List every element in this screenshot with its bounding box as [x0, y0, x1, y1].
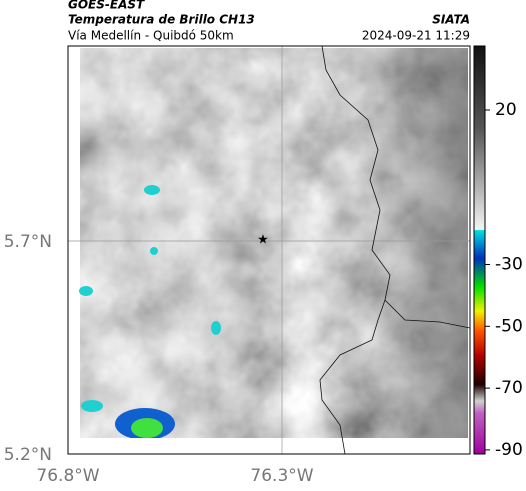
- colorbar: 20 -30 -50 -70 -90: [473, 45, 523, 460]
- image-mask: [80, 438, 468, 454]
- colorbar-gradient: [473, 45, 486, 455]
- cold-cloud: [79, 286, 93, 296]
- cold-cloud: [81, 400, 103, 412]
- map: ★ 5.7°N 5.2°N 76.8°W 76.3°W: [4, 45, 471, 486]
- subtitle: Temperatura de Brillo CH13: [68, 13, 255, 27]
- cold-cloud: [144, 185, 160, 195]
- datetime: 2024-09-21 11:29: [362, 29, 470, 43]
- colorbar-label: -70: [495, 378, 523, 398]
- title: GOES-EAST: [68, 0, 145, 12]
- map-frame: [67, 45, 471, 455]
- lat-label: 5.2°N: [4, 445, 52, 465]
- colorbar-label: -30: [495, 255, 523, 275]
- boundary: [321, 45, 471, 329]
- lat-label: 5.7°N: [4, 232, 52, 252]
- colorbar-label: 20: [495, 100, 517, 120]
- location: Vía Medellín - Quibdó 50km: [68, 29, 234, 43]
- location-star: ★: [257, 233, 269, 248]
- image-shading: [80, 48, 468, 438]
- cold-cloud: [211, 321, 221, 335]
- colorbar-label: -50: [495, 316, 523, 336]
- colorbar-label: -90: [495, 440, 523, 460]
- boundary: [319, 299, 386, 455]
- cold-cloud-core: [131, 418, 163, 438]
- lon-label: 76.8°W: [36, 466, 99, 486]
- source: SIATA: [432, 13, 470, 27]
- lon-label: 76.3°W: [250, 466, 313, 486]
- cold-cloud: [150, 247, 158, 255]
